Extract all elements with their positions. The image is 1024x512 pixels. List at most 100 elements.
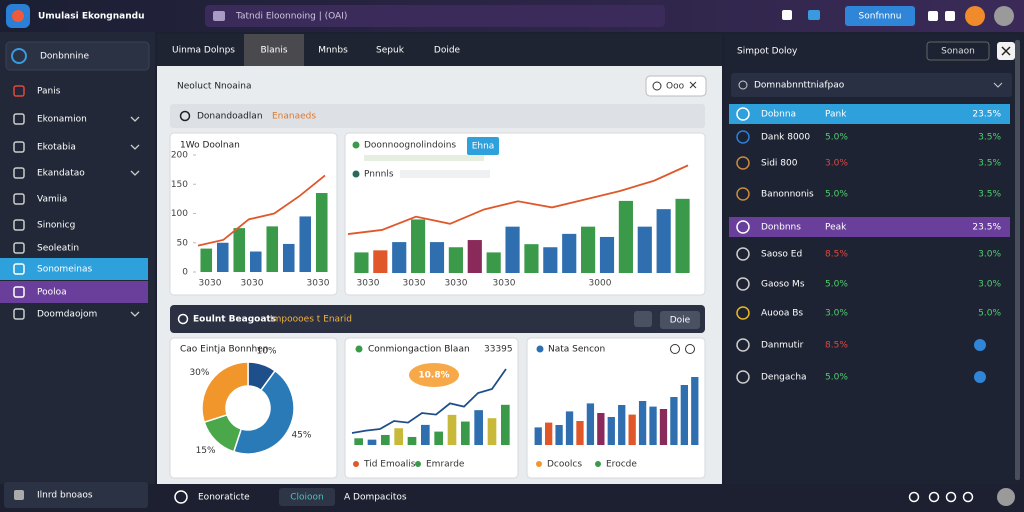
search-text: Tatndi Eloonnoing | (OAI): [235, 12, 347, 22]
bar: [562, 233, 577, 273]
bar: [282, 243, 295, 272]
tab-title: Uinma Dolnps: [172, 46, 235, 56]
row-value: 3.5%: [978, 133, 1001, 143]
icon[interactable]: [782, 10, 792, 20]
status-right: A Dompacitos: [344, 493, 407, 503]
row-name: Danmutir: [761, 341, 804, 351]
dropdown[interactable]: [731, 73, 1012, 97]
bar: [411, 219, 426, 273]
bar: [447, 414, 457, 445]
status-tab[interactable]: [279, 488, 335, 506]
sidebar-icon: [13, 286, 25, 298]
toolbar-button[interactable]: [660, 311, 700, 329]
sidebar-item: Doomdaojom: [37, 310, 97, 320]
row-label: 5.0%: [825, 190, 848, 200]
top-button[interactable]: [845, 6, 915, 26]
bar: [394, 428, 403, 445]
badge: [467, 137, 499, 155]
bar: [543, 247, 558, 273]
chevron: [993, 82, 1003, 88]
bar: [487, 418, 497, 445]
slice-label: 10%: [257, 346, 277, 356]
section-label: Donandoadlan: [197, 112, 263, 122]
sidebar-icon: [13, 85, 25, 97]
icon[interactable]: [808, 10, 820, 20]
dropdown-icon: [738, 80, 748, 90]
row-label: 3.0%: [825, 159, 848, 169]
row-icon: [736, 306, 750, 320]
slice-label: 45%: [291, 431, 311, 441]
icon: [670, 344, 680, 354]
panel-button-label: Sonaon: [941, 47, 975, 57]
sidebar-icon: [13, 219, 25, 231]
tab: Sepuk: [376, 46, 405, 56]
section-bar: [170, 104, 705, 128]
search-icon: [213, 11, 225, 21]
status-icon: [928, 491, 940, 503]
row-value: 3.0%: [978, 250, 1001, 260]
bar: [607, 417, 615, 445]
row-value: 23.5%: [972, 110, 1001, 120]
bar: [637, 226, 652, 273]
row-name: Dobnna: [761, 110, 796, 120]
toolbar-note: Impoooes t Enarid: [270, 315, 352, 325]
row-name: Sidi 800: [761, 159, 798, 169]
row-icon: [736, 156, 750, 170]
filter-label: Ooo: [666, 82, 685, 92]
trend-line: [351, 368, 507, 434]
bar: [545, 422, 553, 445]
avatar: [965, 6, 985, 26]
toolbar-label: Eoulnt Beagoats: [193, 315, 276, 325]
chart-title: Cao Eintja Bonnhen: [180, 345, 269, 355]
legend-line: [364, 155, 484, 161]
status-icon: [908, 491, 920, 503]
row-name: Dengacha: [761, 373, 807, 383]
tab: Blanis: [260, 46, 287, 56]
search-box[interactable]: [205, 5, 665, 27]
bar: [501, 404, 510, 445]
bar: [373, 250, 388, 273]
sidebar-item: Ekonamion: [37, 115, 87, 125]
sidebar-icon: [13, 263, 25, 275]
bar: [486, 252, 501, 273]
trend-line: [347, 164, 689, 235]
sidebar-item: Vamiia: [37, 195, 67, 205]
section-note: Enanaeds: [272, 112, 316, 122]
toolbar-icon-button[interactable]: [634, 311, 652, 327]
bar: [381, 434, 390, 445]
sidebar-footer[interactable]: [4, 482, 148, 508]
icon: [685, 344, 695, 354]
row-value: 23.5%: [972, 223, 1001, 233]
bar: [461, 421, 470, 445]
icon[interactable]: [945, 11, 955, 21]
logo-mark: [12, 10, 24, 22]
panel-button[interactable]: [926, 41, 990, 61]
chevron: [130, 311, 140, 317]
bar: [448, 247, 463, 273]
sidebar-item: Seoleatin: [37, 244, 79, 254]
sidebar-icon: [13, 141, 25, 153]
chart-title: Nata Sencon: [548, 345, 605, 355]
row-icon: [736, 247, 750, 261]
avatar: [997, 488, 1015, 506]
bar: [586, 403, 595, 445]
slice-label: 30%: [189, 368, 209, 378]
sidebar-active: [0, 258, 148, 280]
sidebar-header-label: Donbnnine: [40, 52, 89, 62]
sidebar-header[interactable]: [5, 41, 150, 71]
card: [344, 337, 519, 479]
legend-label: Doonnoognolindoins: [364, 141, 456, 151]
filter[interactable]: [645, 75, 707, 97]
x-tick-label: 3030: [445, 279, 468, 289]
tab: Doide: [434, 46, 461, 56]
row-name: Saoso Ed: [761, 250, 802, 260]
icon[interactable]: [928, 11, 938, 21]
close-icon: [689, 81, 697, 89]
bar: [474, 410, 483, 445]
row-toggle: [974, 339, 986, 351]
row-icon: [736, 277, 750, 291]
row-value: 3.5%: [978, 190, 1001, 200]
section-icon: [179, 110, 191, 122]
x-tick-label: 3030: [307, 279, 330, 289]
bar: [599, 236, 615, 273]
